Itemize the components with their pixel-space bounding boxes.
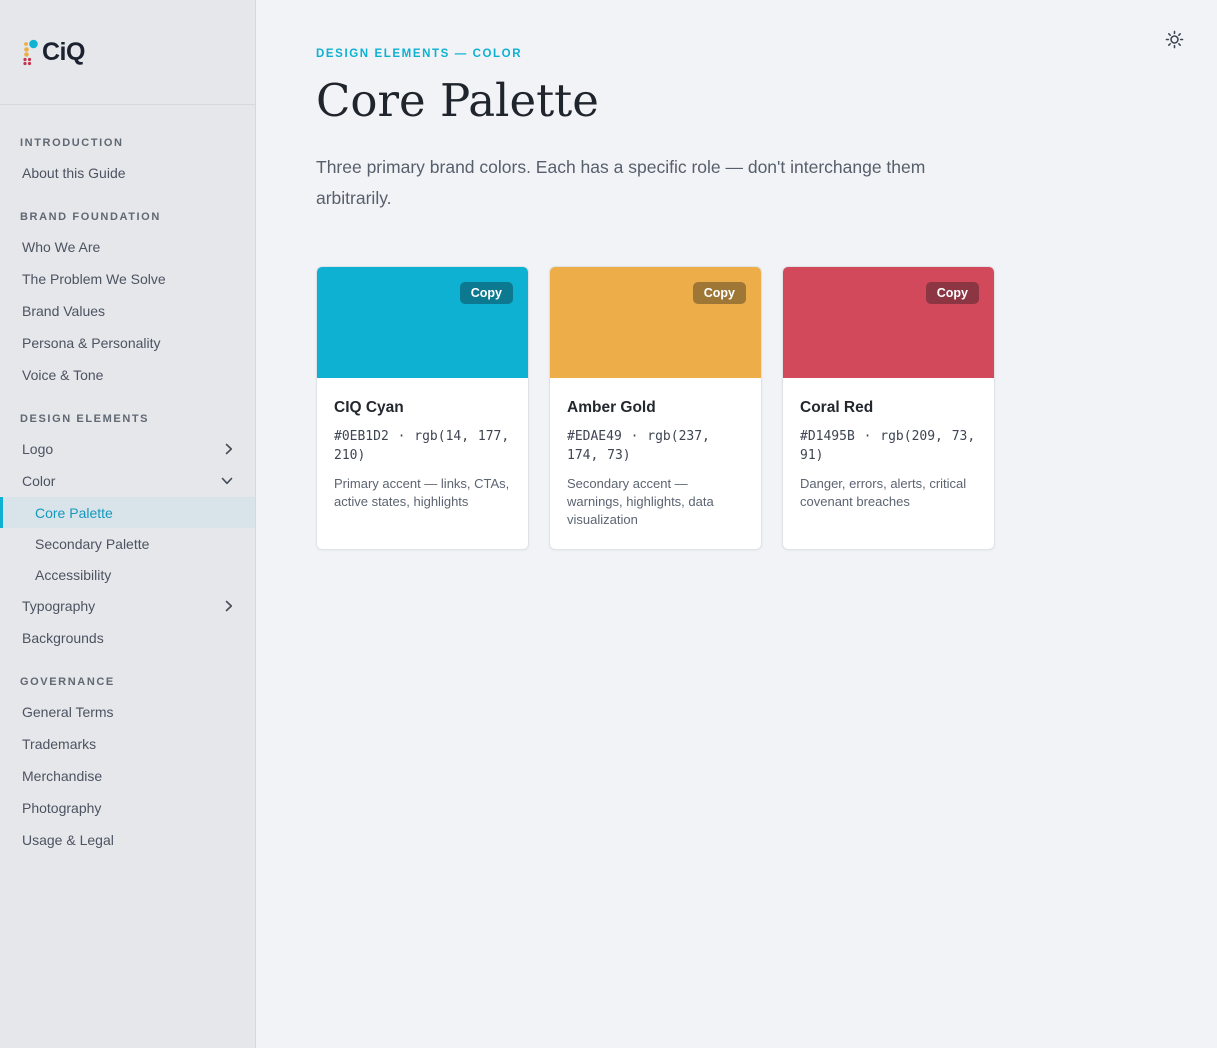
sidebar-item-trademarks[interactable]: Trademarks <box>22 736 97 752</box>
sun-icon <box>1165 30 1183 48</box>
color-swatch-red: Copy <box>783 266 994 378</box>
copy-button[interactable]: Copy <box>692 281 746 304</box>
sidebar-item-who-we-are[interactable]: Who We Are <box>22 239 101 255</box>
sidebar-item-accessibility[interactable]: Accessibility <box>35 566 112 583</box>
nav-section-design-elements: DESIGN ELEMENTS <box>20 413 150 425</box>
nav-section-introduction: INTRODUCTION <box>20 137 124 149</box>
sidebar-item-typography[interactable]: Typography <box>0 590 255 622</box>
breadcrumb: DESIGN ELEMENTS — COLOR <box>316 48 523 60</box>
copy-button[interactable]: Copy <box>459 281 513 304</box>
logo-text: CiQ <box>42 37 85 66</box>
color-card-ciq-cyan: Copy CIQ Cyan #0EB1D2 · rgb(14, 177, 210… <box>316 265 529 550</box>
sidebar-item-usage-legal[interactable]: Usage & Legal <box>22 832 114 848</box>
color-usage-description: Danger, errors, alerts, critical covenan… <box>800 475 967 509</box>
copy-button[interactable]: Copy <box>925 281 979 304</box>
color-code: #EDAE49 · rgb(237, 174, 73) <box>567 428 710 464</box>
card-body: CIQ Cyan #0EB1D2 · rgb(14, 177, 210) Pri… <box>317 378 528 531</box>
nav-section-brand-foundation: BRAND FOUNDATION <box>20 211 161 223</box>
theme-toggle-button[interactable] <box>1161 26 1187 52</box>
sidebar-item-merchandise[interactable]: Merchandise <box>22 768 103 784</box>
chevron-down-icon <box>221 477 233 485</box>
page-title: Core Palette <box>316 74 599 127</box>
sidebar-item-voice-tone[interactable]: Voice & Tone <box>22 367 104 383</box>
logo-bar: CiQ <box>0 0 255 105</box>
page-description: Three primary brand colors. Each has a s… <box>316 156 926 208</box>
logo[interactable]: CiQ <box>22 38 85 67</box>
color-code: #0EB1D2 · rgb(14, 177, 210) <box>334 428 510 464</box>
chevron-right-icon <box>225 600 233 612</box>
sidebar-item-the-problem-we-solve[interactable]: The Problem We Solve <box>22 271 166 287</box>
color-name: Coral Red <box>800 398 874 416</box>
color-card-amber-gold: Copy Amber Gold #EDAE49 · rgb(237, 174, … <box>549 265 762 550</box>
nav-section-governance: GOVERNANCE <box>20 676 115 688</box>
color-usage-description: Secondary accent — warnings, highlights,… <box>567 475 714 527</box>
color-card-grid: Copy CIQ Cyan #0EB1D2 · rgb(14, 177, 210… <box>316 265 1185 550</box>
sidebar-item-persona-personality[interactable]: Persona & Personality <box>22 335 161 351</box>
color-card-coral-red: Copy Coral Red #D1495B · rgb(209, 73, 91… <box>782 265 995 550</box>
card-body: Coral Red #D1495B · rgb(209, 73, 91) Dan… <box>783 378 994 531</box>
color-name: Amber Gold <box>567 398 656 416</box>
color-swatch-cyan: Copy <box>317 266 528 378</box>
color-name: CIQ Cyan <box>334 398 404 416</box>
sidebar-nav: INTRODUCTION About this Guide BRAND FOUN… <box>0 105 255 856</box>
color-swatch-amber: Copy <box>550 266 761 378</box>
logo-dots-icon <box>23 39 38 65</box>
sidebar-item-about-this-guide[interactable]: About this Guide <box>22 165 126 181</box>
sidebar-item-core-palette[interactable]: Core Palette <box>0 497 255 528</box>
sidebar-item-secondary-palette[interactable]: Secondary Palette <box>35 535 150 552</box>
sidebar-item-brand-values[interactable]: Brand Values <box>22 303 106 319</box>
sidebar-item-color[interactable]: Color <box>0 465 255 497</box>
sidebar: CiQ INTRODUCTION About this Guide BRAND … <box>0 0 256 1048</box>
sidebar-item-logo[interactable]: Logo <box>0 433 255 465</box>
chevron-right-icon <box>225 443 233 455</box>
card-body: Amber Gold #EDAE49 · rgb(237, 174, 73) S… <box>550 378 761 549</box>
sidebar-item-general-terms[interactable]: General Terms <box>22 704 114 720</box>
sidebar-item-backgrounds[interactable]: Backgrounds <box>22 630 104 646</box>
color-usage-description: Primary accent — links, CTAs, active sta… <box>334 475 510 509</box>
sidebar-item-photography[interactable]: Photography <box>22 800 102 816</box>
main-content: DESIGN ELEMENTS — COLOR Core Palette Thr… <box>256 0 1217 1048</box>
color-code: #D1495B · rgb(209, 73, 91) <box>800 428 976 464</box>
